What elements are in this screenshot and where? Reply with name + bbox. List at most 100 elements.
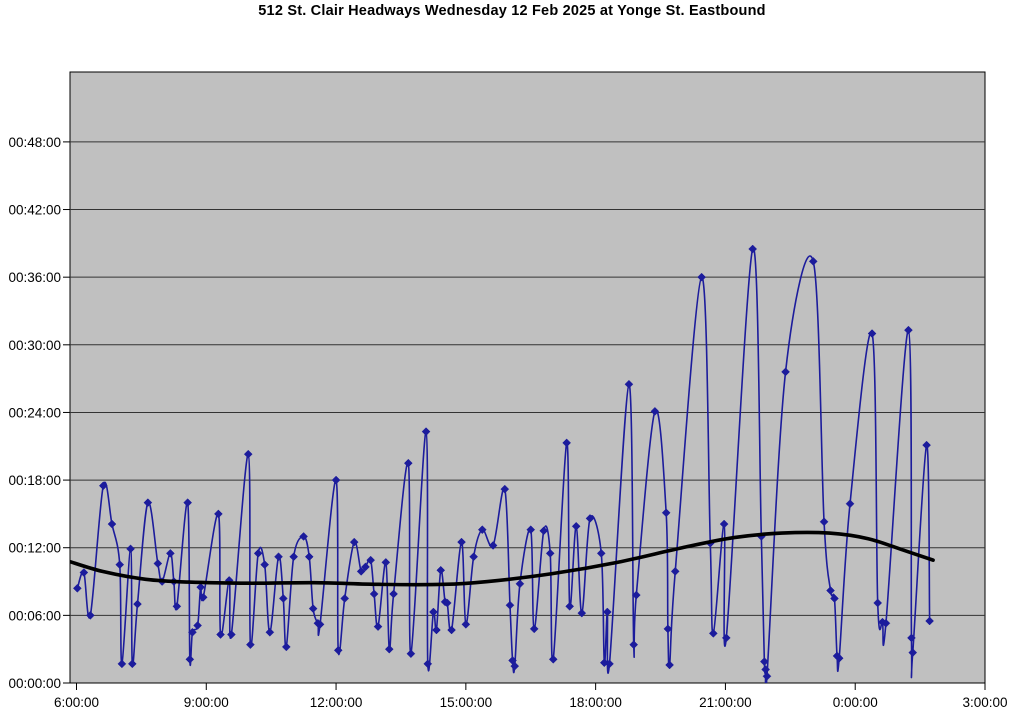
- data-point-marker: [246, 640, 255, 650]
- data-point-marker: [143, 498, 153, 507]
- chart-title: 512 St. Clair Headways Wednesday 12 Feb …: [258, 3, 766, 19]
- data-point-marker: [447, 625, 456, 635]
- data-point-marker: [585, 514, 595, 523]
- data-point-marker: [299, 532, 308, 541]
- data-point-marker: [436, 565, 446, 575]
- data-point-marker: [500, 484, 510, 494]
- data-point-marker: [98, 481, 108, 491]
- data-point-marker: [432, 625, 441, 635]
- data-point-marker: [79, 568, 89, 577]
- data-point-marker: [253, 549, 263, 558]
- data-point-marker: [529, 624, 539, 634]
- data-point-marker: [193, 621, 202, 630]
- data-point-marker: [762, 671, 772, 681]
- data-point-marker: [331, 475, 341, 485]
- data-point-marker: [663, 624, 673, 634]
- x-axis-tick-label: 0:00:00: [833, 695, 878, 710]
- x-axis-tick-label: 3:00:00: [962, 695, 1007, 710]
- y-axis-tick-label: 00:12:00: [8, 541, 61, 556]
- data-point-marker: [166, 549, 175, 558]
- y-axis-tick-label: 00:18:00: [8, 473, 61, 488]
- data-point-marker: [670, 567, 680, 576]
- data-point-marker: [361, 562, 370, 572]
- data-point-marker: [117, 659, 127, 669]
- data-point-marker: [278, 594, 288, 603]
- data-point-marker: [107, 519, 117, 529]
- data-point-marker: [631, 590, 641, 600]
- data-point-marker: [697, 272, 706, 282]
- data-point-marker: [281, 642, 291, 652]
- data-point-marker: [349, 537, 359, 547]
- data-point-marker: [185, 654, 195, 664]
- x-axis-tick-label: 18:00:00: [569, 695, 622, 710]
- data-point-marker: [227, 630, 236, 639]
- data-point-marker: [73, 583, 82, 593]
- data-point-marker: [562, 438, 572, 448]
- data-point-marker: [665, 660, 674, 670]
- data-point-marker: [577, 608, 587, 618]
- data-point-marker: [925, 616, 934, 626]
- plot-background: [69, 71, 986, 684]
- data-point-marker: [908, 648, 918, 657]
- data-point-marker: [381, 558, 391, 567]
- y-axis-tick-label: 00:24:00: [8, 405, 61, 420]
- data-point-marker: [819, 517, 829, 527]
- data-point-marker: [650, 406, 660, 416]
- data-point-marker: [384, 644, 394, 654]
- data-point-marker: [461, 620, 471, 629]
- data-point-marker: [216, 630, 225, 639]
- data-point-marker: [661, 508, 671, 518]
- data-point-marker: [274, 552, 283, 562]
- data-point-marker: [881, 618, 891, 628]
- data-point-marker: [505, 600, 515, 610]
- data-point-marker: [356, 567, 366, 576]
- data-point-marker: [477, 525, 487, 535]
- data-point-marker: [526, 525, 536, 535]
- data-point-marker: [867, 329, 877, 338]
- data-point-marker: [539, 526, 549, 536]
- data-point-marker: [421, 427, 431, 436]
- data-point-marker: [548, 654, 558, 664]
- data-point-marker: [760, 657, 769, 666]
- x-axis-tick-label: 21:00:00: [699, 695, 752, 710]
- data-point-marker: [721, 633, 731, 643]
- data-point-marker: [469, 552, 478, 562]
- y-axis-tick-label: 00:30:00: [8, 338, 61, 353]
- data-point-marker: [602, 607, 612, 617]
- data-point-marker: [442, 598, 452, 608]
- x-axis-tick-label: 15:00:00: [440, 695, 493, 710]
- data-point-marker: [304, 552, 314, 562]
- data-point-marker: [873, 598, 883, 608]
- y-axis-tick-label: 00:06:00: [8, 608, 61, 623]
- data-point-marker: [369, 589, 379, 599]
- data-point-marker: [289, 552, 299, 562]
- y-axis-tick-label: 00:00:00: [8, 676, 61, 691]
- data-point-marker: [188, 627, 197, 637]
- data-point-marker: [126, 544, 135, 554]
- data-point-marker: [373, 622, 383, 631]
- data-point-marker: [308, 604, 318, 613]
- y-axis-tick-label: 00:48:00: [8, 135, 61, 150]
- x-axis-tick-label: 6:00:00: [54, 695, 99, 710]
- data-point-marker: [708, 629, 718, 638]
- data-point-marker: [596, 549, 606, 558]
- data-point-marker: [429, 607, 438, 617]
- data-point-marker: [605, 659, 614, 669]
- data-point-marker: [826, 586, 835, 595]
- data-point-marker: [196, 582, 206, 592]
- data-point-marker: [457, 537, 466, 547]
- data-point-marker: [907, 633, 916, 643]
- data-point-marker: [423, 659, 433, 669]
- data-point-marker: [748, 244, 758, 254]
- y-axis-tick-label: 00:36:00: [8, 270, 61, 285]
- data-point-marker: [115, 560, 125, 569]
- data-point-marker: [571, 521, 581, 531]
- data-point-marker: [904, 325, 913, 335]
- data-point-marker: [719, 519, 729, 529]
- data-point-marker: [340, 594, 350, 603]
- data-point-marker: [260, 560, 270, 569]
- data-point-marker: [488, 541, 498, 550]
- data-point-marker: [406, 649, 416, 659]
- data-point-marker: [366, 555, 376, 565]
